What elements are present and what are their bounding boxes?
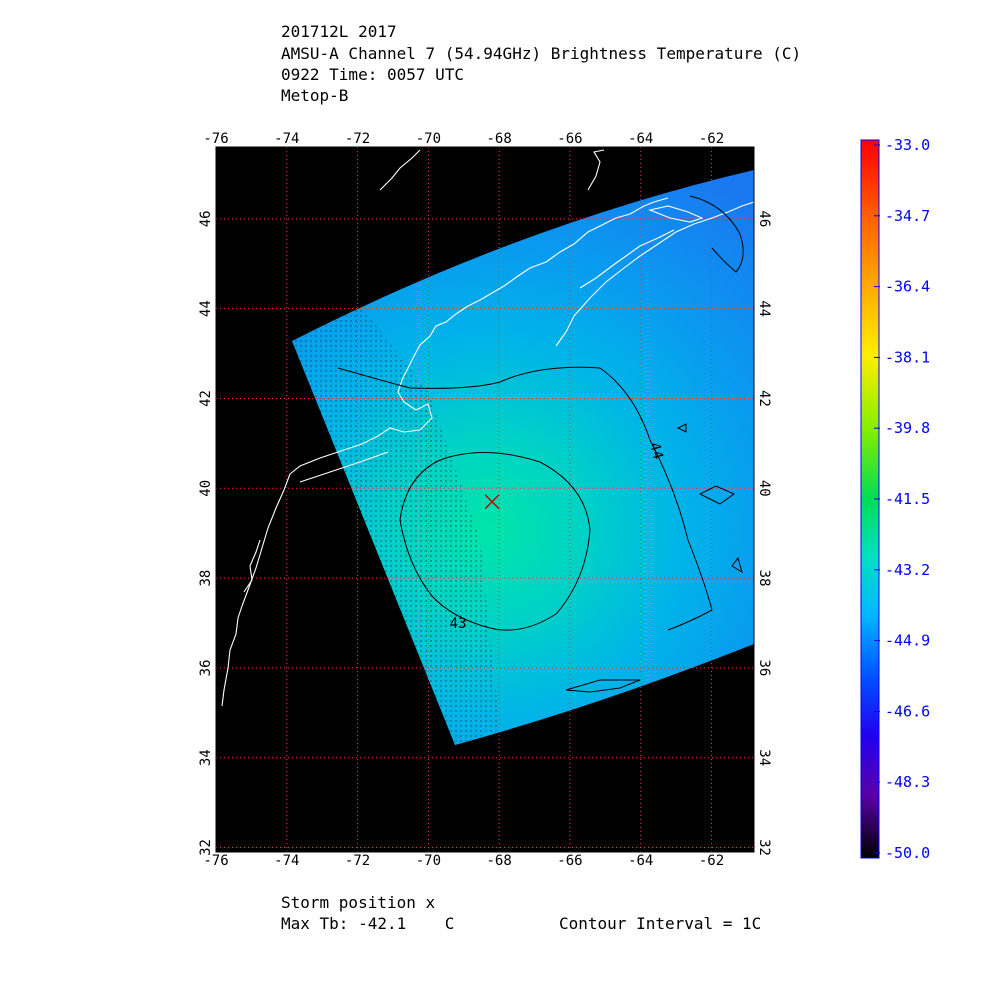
lon-tick-label: -70 — [416, 131, 441, 147]
lat-tick-label: 40 — [756, 480, 772, 497]
colorbar-label: -48.3 — [885, 773, 930, 791]
colorbar-label: -41.5 — [885, 490, 930, 508]
coastline-pei — [648, 205, 704, 223]
contour-44-small — [698, 485, 736, 505]
coastline-delmarva — [221, 605, 243, 707]
title-line-1: 201712L 2017 — [281, 22, 397, 41]
lon-tick-label: -72 — [345, 853, 370, 869]
lon-tick-label: -66 — [557, 853, 582, 869]
lat-ticks-left: 32 34 36 38 40 42 44 46 — [198, 210, 214, 856]
colorbar-ticks: -33.0 -34.7 -36.4 -38.1 -39.8 -41.5 -43.2 -44.9… — [874, 136, 930, 862]
lon-tick-label: -62 — [699, 853, 724, 869]
title-line-2: AMSU-A Channel 7 (54.94GHz) Brightness T… — [281, 44, 802, 63]
contour-label-43: 43 — [450, 616, 467, 632]
lat-tick-label: 38 — [198, 570, 214, 587]
lon-ticks-top: -76 -74 -72 -70 -68 -66 -64 -62 — [203, 131, 724, 147]
contour-43 — [399, 451, 591, 631]
title-line-3: 0922 Time: 0057 UTC — [281, 65, 465, 84]
lat-tick-label: 36 — [756, 659, 772, 676]
lat-tick-label: 42 — [198, 390, 214, 407]
colorbar-label: -39.8 — [885, 419, 930, 437]
coastline-chesapeake — [243, 539, 261, 593]
lat-tick-label: 32 — [756, 839, 772, 856]
coastline-long-island-south — [299, 451, 389, 483]
contour-label-44: 44 — [646, 441, 666, 461]
lat-tick-label: 44 — [198, 300, 214, 317]
contour-north-east — [689, 195, 744, 273]
lon-tick-label: -74 — [274, 131, 299, 147]
contour-interval-label: Contour Interval = 1C — [559, 914, 762, 933]
lat-tick-label: 32 — [198, 839, 214, 856]
lon-tick-label: -66 — [557, 131, 582, 147]
coastline-gulf-st-lawrence — [587, 149, 605, 191]
lat-tick-label: 34 — [198, 749, 214, 766]
coastline-long-island — [289, 435, 379, 475]
lat-tick-label: 46 — [198, 210, 214, 227]
lon-tick-label: -74 — [274, 853, 299, 869]
max-tb-label: Max Tb: -42.1 C — [281, 914, 455, 933]
contour-44 — [337, 366, 713, 631]
contour-south — [565, 679, 641, 693]
contour-small-east — [731, 556, 743, 574]
coastline-cape-cod — [377, 379, 433, 437]
colorbar-label: -38.1 — [885, 348, 930, 366]
lat-tick-label: 40 — [198, 480, 214, 497]
lon-tick-label: -64 — [628, 131, 653, 147]
lon-tick-label: -70 — [416, 853, 441, 869]
lat-lon-grid — [216, 147, 754, 852]
colorbar-label: -50.0 — [885, 844, 930, 862]
lat-tick-label: 46 — [756, 210, 772, 227]
contour-layer — [337, 195, 744, 693]
colorbar-label: -33.0 — [885, 136, 930, 154]
colorbar-label: -43.2 — [885, 561, 930, 579]
lat-tick-label: 44 — [756, 300, 772, 317]
lat-tick-label: 42 — [756, 390, 772, 407]
lon-tick-label: -62 — [699, 131, 724, 147]
coastline-maine-interior — [379, 149, 421, 191]
contour-small-triangle — [676, 423, 687, 433]
coastline-new-jersey — [241, 473, 291, 607]
lon-tick-label: -64 — [628, 853, 653, 869]
coastline-new-england — [401, 261, 547, 381]
lon-tick-label: -68 — [487, 131, 512, 147]
lon-tick-label: -68 — [487, 853, 512, 869]
lon-ticks-bottom: -76 -74 -72 -70 -68 -66 -64 -62 — [203, 853, 724, 869]
title-line-4: Metop-B — [281, 86, 349, 105]
colorbar-label: -34.7 — [885, 207, 930, 225]
storm-position-marker — [484, 494, 500, 510]
colorbar-label: -36.4 — [885, 278, 930, 296]
lat-tick-label: 36 — [198, 659, 214, 676]
lat-tick-label: 38 — [756, 570, 772, 587]
coastline-nova-scotia — [555, 201, 754, 347]
coastline-nova-scotia-north — [579, 229, 675, 289]
lon-tick-label: -72 — [345, 131, 370, 147]
lon-tick-label: -76 — [203, 853, 228, 869]
lon-tick-label: -76 — [203, 131, 228, 147]
colorbar-label: -46.6 — [885, 702, 930, 720]
coastline-bay-of-fundy — [545, 197, 669, 263]
map-frame — [215, 146, 755, 853]
storm-position-legend: Storm position x — [281, 893, 436, 912]
lat-ticks-right: 32 34 36 38 40 42 44 46 — [756, 210, 772, 856]
lat-tick-label: 34 — [756, 749, 772, 766]
coastline-layer — [221, 149, 754, 707]
swath-edge-stipple — [292, 304, 500, 745]
colorbar-label: -44.9 — [885, 632, 930, 650]
